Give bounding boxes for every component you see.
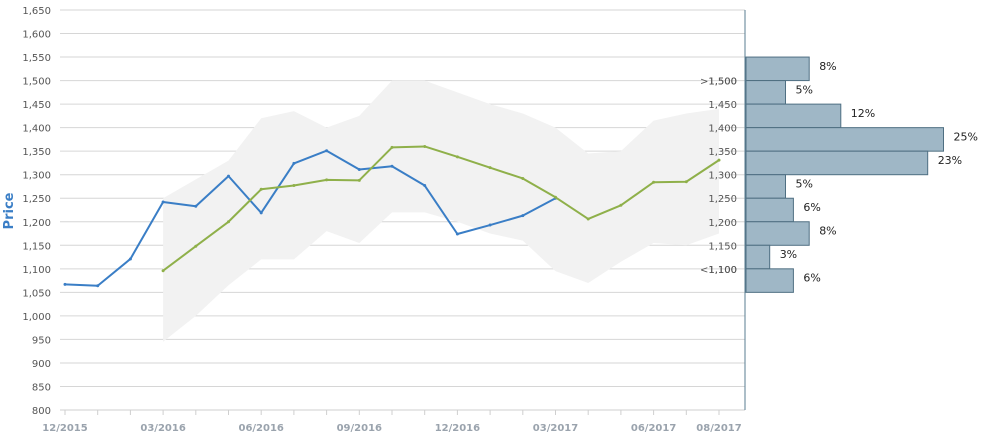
series-1-point bbox=[423, 184, 427, 188]
distribution-percent-label: 8% bbox=[819, 60, 836, 73]
series-2-point bbox=[325, 178, 329, 182]
distribution-bin-label: 1,100 bbox=[708, 265, 737, 276]
series-2-point bbox=[652, 180, 656, 184]
distribution-bin-label: 1,400 bbox=[708, 124, 737, 135]
distribution-percent-label: 8% bbox=[819, 225, 836, 238]
x-tick-label: 06/2016 bbox=[238, 423, 283, 434]
y-tick-label: 1,500 bbox=[22, 77, 51, 88]
y-axis-label: Price bbox=[2, 192, 17, 229]
distribution-bin-label: 1,450 bbox=[708, 100, 737, 111]
series-2-point bbox=[194, 244, 198, 248]
y-tick-label: 1,150 bbox=[22, 241, 51, 252]
series-1-line bbox=[64, 149, 556, 287]
series-2-point bbox=[390, 145, 394, 149]
y-tick-label: 1,550 bbox=[22, 53, 51, 64]
series-1-point bbox=[357, 168, 361, 172]
y-tick-label: 1,250 bbox=[22, 194, 51, 205]
series-2-point bbox=[161, 269, 165, 273]
series-2-point bbox=[259, 187, 263, 191]
series-1-point bbox=[325, 149, 329, 153]
series-2-point bbox=[292, 184, 296, 188]
y-tick-label: 1,000 bbox=[22, 312, 51, 323]
series-1-point bbox=[63, 282, 67, 286]
distribution-histogram: >1,500 8% 1,500 5% 1,450 12% 1,400 25% 1,350 23% 1… bbox=[700, 56, 978, 293]
distribution-bar bbox=[745, 80, 786, 105]
y-tick-label: 1,400 bbox=[22, 124, 51, 135]
x-tick-label: 08/2017 bbox=[696, 423, 741, 434]
series-1-point bbox=[521, 214, 525, 218]
y-tick-label: 1,600 bbox=[22, 30, 51, 41]
series-1-point bbox=[227, 174, 230, 178]
distribution-percent-label: 3% bbox=[780, 248, 797, 261]
distribution-bar bbox=[745, 197, 794, 223]
series-2-point bbox=[521, 176, 525, 180]
distribution-percent-label: 5% bbox=[796, 83, 813, 96]
y-tick-label: 900 bbox=[32, 359, 51, 370]
series-1-point bbox=[194, 204, 198, 208]
distribution-percent-label: 6% bbox=[803, 201, 820, 214]
series-2-point bbox=[684, 180, 688, 184]
distribution-bin-label: 1,200 bbox=[708, 218, 737, 229]
distribution-percent-label: 5% bbox=[796, 177, 813, 190]
series-1-point bbox=[96, 284, 100, 288]
series-1-point bbox=[161, 200, 165, 204]
distribution-bar bbox=[745, 268, 794, 293]
series-1-point bbox=[488, 223, 492, 227]
distribution-percent-label: 23% bbox=[938, 154, 962, 167]
distribution-bin-label: 1,300 bbox=[708, 171, 737, 182]
series-2-point bbox=[423, 144, 427, 148]
x-tick-label: 12/2015 bbox=[42, 423, 87, 434]
distribution-bar bbox=[745, 127, 944, 152]
series-2-point bbox=[488, 166, 492, 170]
series-2-point bbox=[586, 217, 590, 221]
series-2-point bbox=[455, 155, 459, 159]
distribution-bar bbox=[745, 150, 929, 176]
y-tick-label: 850 bbox=[32, 382, 51, 393]
series-2-line bbox=[162, 145, 720, 272]
x-tick-label: 06/2017 bbox=[631, 423, 676, 434]
x-tick-label: 03/2017 bbox=[533, 423, 578, 434]
series-2-point bbox=[619, 203, 623, 207]
distribution-bar bbox=[745, 174, 786, 199]
distribution-bin-label: 1,150 bbox=[708, 241, 737, 252]
series-2-point bbox=[357, 178, 361, 182]
x-tick-label: 09/2016 bbox=[337, 423, 382, 434]
series-2-point bbox=[554, 195, 557, 199]
y-tick-label: 1,050 bbox=[22, 288, 51, 299]
distribution-bar bbox=[745, 56, 810, 82]
series-1-point bbox=[128, 257, 132, 261]
distribution-bin-label: 1,350 bbox=[708, 147, 737, 158]
y-tick-label: 1,450 bbox=[22, 100, 51, 111]
series-1-point bbox=[259, 211, 263, 215]
distribution-percent-label: 25% bbox=[954, 130, 978, 143]
x-tick-label: 03/2016 bbox=[140, 423, 185, 434]
y-tick-label: 1,200 bbox=[22, 218, 51, 229]
y-tick-label: 1,100 bbox=[22, 265, 51, 276]
distribution-bar bbox=[745, 221, 810, 246]
distribution-bin-label: 1,500 bbox=[708, 77, 737, 88]
series-1-point bbox=[292, 161, 296, 165]
y-tick-label: 950 bbox=[32, 335, 51, 346]
y-tick-label: 1,350 bbox=[22, 147, 51, 158]
x-axis-ticks: 12/2015 03/2016 06/2016 09/2016 12/2016 03/20… bbox=[42, 410, 742, 434]
series-2-point bbox=[227, 220, 230, 224]
y-tick-label: 1,300 bbox=[22, 171, 51, 182]
distribution-bin-label: 1,250 bbox=[708, 194, 737, 205]
y-axis-ticks: 800 850 900 950 1,000 1,050 1,100 1,150 1,200 1,2… bbox=[22, 6, 51, 417]
distribution-percent-label: 6% bbox=[803, 272, 820, 285]
y-tick-label: 1,650 bbox=[22, 6, 51, 17]
distribution-bin-label: <1,100 bbox=[700, 265, 737, 276]
series-lines bbox=[63, 144, 721, 288]
distribution-bar bbox=[745, 244, 771, 270]
distribution-bar bbox=[745, 103, 842, 129]
distribution-bin-label: >1,500 bbox=[700, 77, 737, 88]
y-tick-label: 800 bbox=[32, 406, 51, 417]
distribution-percent-label: 12% bbox=[851, 107, 875, 120]
series-2-point bbox=[717, 158, 721, 162]
series-1-point bbox=[390, 164, 394, 168]
series-1-point bbox=[455, 232, 459, 236]
x-tick-label: 12/2016 bbox=[435, 423, 480, 434]
